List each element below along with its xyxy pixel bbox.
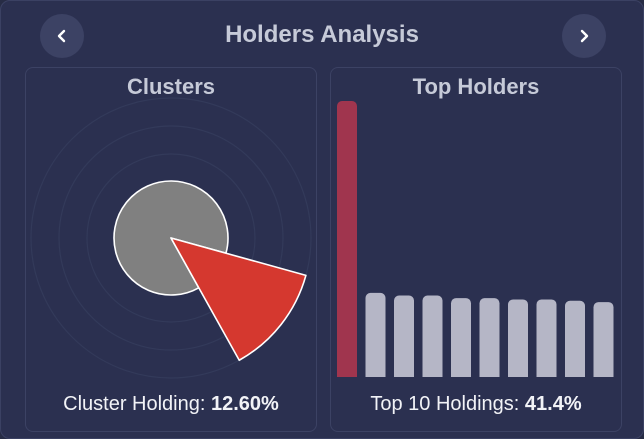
holder-bar-base (394, 371, 414, 377)
holder-bar-base (508, 371, 528, 377)
holder-bar[interactable] (593, 302, 614, 377)
chevron-left-icon (57, 29, 66, 43)
top-holders-panel: Top Holders Top 10 Holdings: 41.4% (330, 67, 622, 432)
pie-slices (113, 180, 307, 362)
holder-bar[interactable] (422, 295, 443, 377)
holder-bar[interactable] (365, 292, 386, 377)
holder-bar-base (365, 371, 386, 377)
previous-button[interactable] (40, 14, 84, 58)
radar-ring (58, 125, 284, 351)
holder-bar-base (593, 371, 614, 377)
holder-bar-base (479, 371, 500, 377)
page-title: Holders Analysis (225, 21, 419, 48)
holder-bar-base (422, 371, 443, 377)
radar-ring (86, 153, 256, 323)
holder-bar-base (451, 371, 471, 377)
holder-bar[interactable] (337, 101, 357, 377)
top-holdings-value: 41.4% (524, 393, 582, 415)
bar-series (337, 101, 614, 377)
cluster-pie-chart (30, 97, 312, 379)
top-holders-title: Top Holders (412, 74, 540, 99)
holder-bar-base (536, 371, 557, 377)
cluster-holding-value: 12.60% (211, 393, 279, 415)
next-button[interactable] (562, 14, 606, 58)
top-holdings-summary: Top 10 Holdings: 41.4% (331, 393, 621, 416)
holder-bar[interactable] (508, 299, 528, 377)
holder-bar-base (337, 371, 357, 377)
cluster-holding-label: Cluster Holding: (63, 393, 206, 415)
clusters-panel: Clusters Cluster Holding: 12.60% (25, 67, 317, 432)
holder-bar[interactable] (479, 298, 500, 377)
holder-bar[interactable] (394, 295, 414, 377)
holder-bar[interactable] (451, 298, 471, 377)
cluster-holding-summary: Cluster Holding: 12.60% (26, 393, 316, 416)
top-holders-bar-chart (337, 101, 614, 377)
holder-bar[interactable] (565, 300, 585, 377)
holder-bar[interactable] (536, 299, 557, 377)
holder-bar-base (565, 371, 585, 377)
cluster-slice[interactable] (170, 237, 307, 362)
chevron-right-icon (580, 29, 589, 43)
clusters-title: Clusters (126, 74, 216, 99)
radar-ring (30, 97, 312, 379)
top-holdings-label: Top 10 Holdings: (370, 393, 520, 415)
